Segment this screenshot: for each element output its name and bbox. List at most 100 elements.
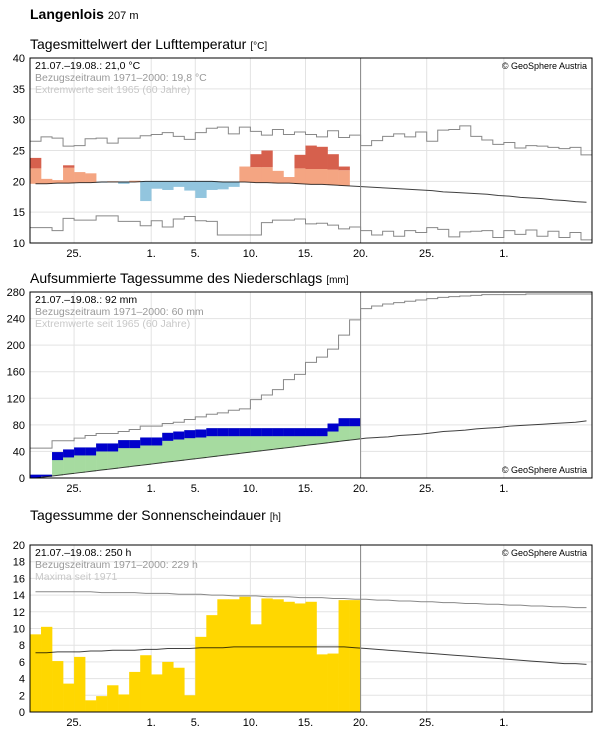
precip-bar: [74, 447, 86, 456]
precip-band: [294, 428, 306, 447]
y-tick-label: 20: [13, 540, 25, 552]
sunshine-bar: [151, 674, 163, 712]
precip-bar: [217, 428, 229, 437]
x-tick-label: 15.: [298, 248, 313, 260]
sunshine-bar: [63, 683, 75, 712]
precip-band: [228, 428, 240, 455]
precip-base: [52, 475, 64, 478]
x-tick-label: 25.: [419, 483, 434, 495]
sunshine-bar: [294, 603, 306, 712]
precip-bar: [250, 428, 262, 437]
temp-bar: [206, 181, 218, 190]
precip-base: [305, 444, 317, 478]
precip-band: [140, 437, 152, 465]
precip-base: [63, 474, 75, 478]
precip-bar: [129, 440, 141, 449]
precip-bar: [272, 428, 284, 437]
sunshine-bar: [85, 700, 97, 712]
precip-band: [195, 429, 207, 459]
precip-base: [261, 450, 273, 478]
precip-bar: [327, 423, 339, 432]
temp-bar: [217, 181, 229, 190]
sunshine-bar: [327, 653, 339, 712]
sunshine-bar: [305, 601, 317, 712]
precip-band: [184, 430, 196, 460]
sunshine-bar: [338, 600, 350, 712]
precip-bar: [316, 428, 328, 437]
precip-bar: [294, 428, 306, 437]
temp-bar: [338, 170, 350, 186]
y-tick-label: 10: [13, 238, 25, 250]
sunshine-bar: [316, 654, 328, 712]
y-tick-label: 0: [19, 473, 25, 485]
max-line: [30, 293, 592, 449]
station-name: Langenlois: [30, 6, 104, 22]
precip-band: [129, 440, 141, 467]
precip-band: [349, 418, 361, 440]
info-current: 21.07.–19.08.: 21,0 °C: [35, 60, 141, 72]
y-tick-label: 120: [7, 393, 25, 405]
max-line: [35, 591, 587, 609]
precip-base: [228, 454, 240, 478]
x-tick-label: 15.: [298, 483, 313, 495]
sunshine-bar: [140, 655, 152, 712]
sunshine-bar: [96, 696, 108, 712]
precip-bar: [162, 432, 174, 441]
precip-base: [294, 446, 306, 478]
x-tick-label: 20.: [353, 248, 368, 260]
chart-panel-1: Tagesmittelwert der Lufttemperatur [°C] 10…: [13, 36, 593, 260]
sunshine-bar: [217, 599, 229, 712]
precip-base: [217, 455, 229, 478]
temp-bar: [162, 181, 174, 190]
x-tick-label: 1.: [147, 483, 156, 495]
precip-bar: [173, 431, 185, 440]
x-tick-label: 5.: [191, 248, 200, 260]
info-extremes: Extremwerte seit 1965 (60 Jahre): [35, 84, 190, 96]
y-tick-label: 12: [13, 607, 25, 619]
precip-base: [184, 459, 196, 478]
precip-band: [272, 428, 284, 449]
precip-base: [173, 460, 185, 478]
precip-bar: [338, 418, 350, 427]
x-tick-label: 1.: [147, 248, 156, 260]
x-tick-label: 20.: [353, 717, 368, 729]
temp-bar: [118, 181, 130, 184]
y-tick-label: 200: [7, 340, 25, 352]
precip-bar: [140, 437, 152, 446]
x-tick-label: 25.: [66, 717, 81, 729]
chart-title-text: Tagessumme der Sonnenscheindauer: [30, 507, 266, 523]
precip-band: [107, 443, 119, 469]
y-tick-label: 160: [7, 367, 25, 379]
precip-bar: [118, 440, 130, 449]
x-tick-label: 5.: [191, 717, 200, 729]
temp-bar-strong: [30, 157, 42, 169]
sunshine-bar: [206, 615, 218, 712]
sunshine-bar: [349, 600, 361, 712]
normal-line: [35, 646, 587, 665]
normal-line: [35, 180, 587, 203]
sunshine-bar: [228, 599, 240, 712]
min-line: [30, 215, 592, 241]
info-reference: Bezugszeitraum 1971–2000: 19,8 °C: [35, 72, 207, 84]
info-reference: Bezugszeitraum 1971–2000: 229 h: [35, 559, 198, 571]
temp-bar: [272, 170, 284, 184]
temp-bar: [283, 177, 295, 184]
chart-unit: [h]: [270, 512, 281, 523]
precip-base: [316, 443, 328, 478]
copyright-notice: © GeoSphere Austria: [502, 61, 587, 71]
station-elevation: 207 m: [107, 10, 139, 22]
temp-bar-strong: [316, 146, 328, 169]
precip-base: [41, 476, 53, 478]
temp-bar: [250, 167, 262, 183]
x-tick-label: 10.: [243, 248, 258, 260]
precip-bar: [184, 430, 196, 439]
chart-title: Tagesmittelwert der Lufttemperatur [°C]: [30, 36, 267, 52]
precip-bar: [283, 428, 295, 437]
x-tick-label: 10.: [243, 717, 258, 729]
chart-unit: [mm]: [326, 275, 348, 286]
precip-bar: [52, 452, 64, 461]
x-tick-label: 1.: [147, 717, 156, 729]
temp-bar: [151, 181, 163, 189]
y-tick-label: 6: [19, 657, 25, 669]
chart-panel-2: Aufsummierte Tagessumme des Niederschlag…: [7, 270, 593, 495]
